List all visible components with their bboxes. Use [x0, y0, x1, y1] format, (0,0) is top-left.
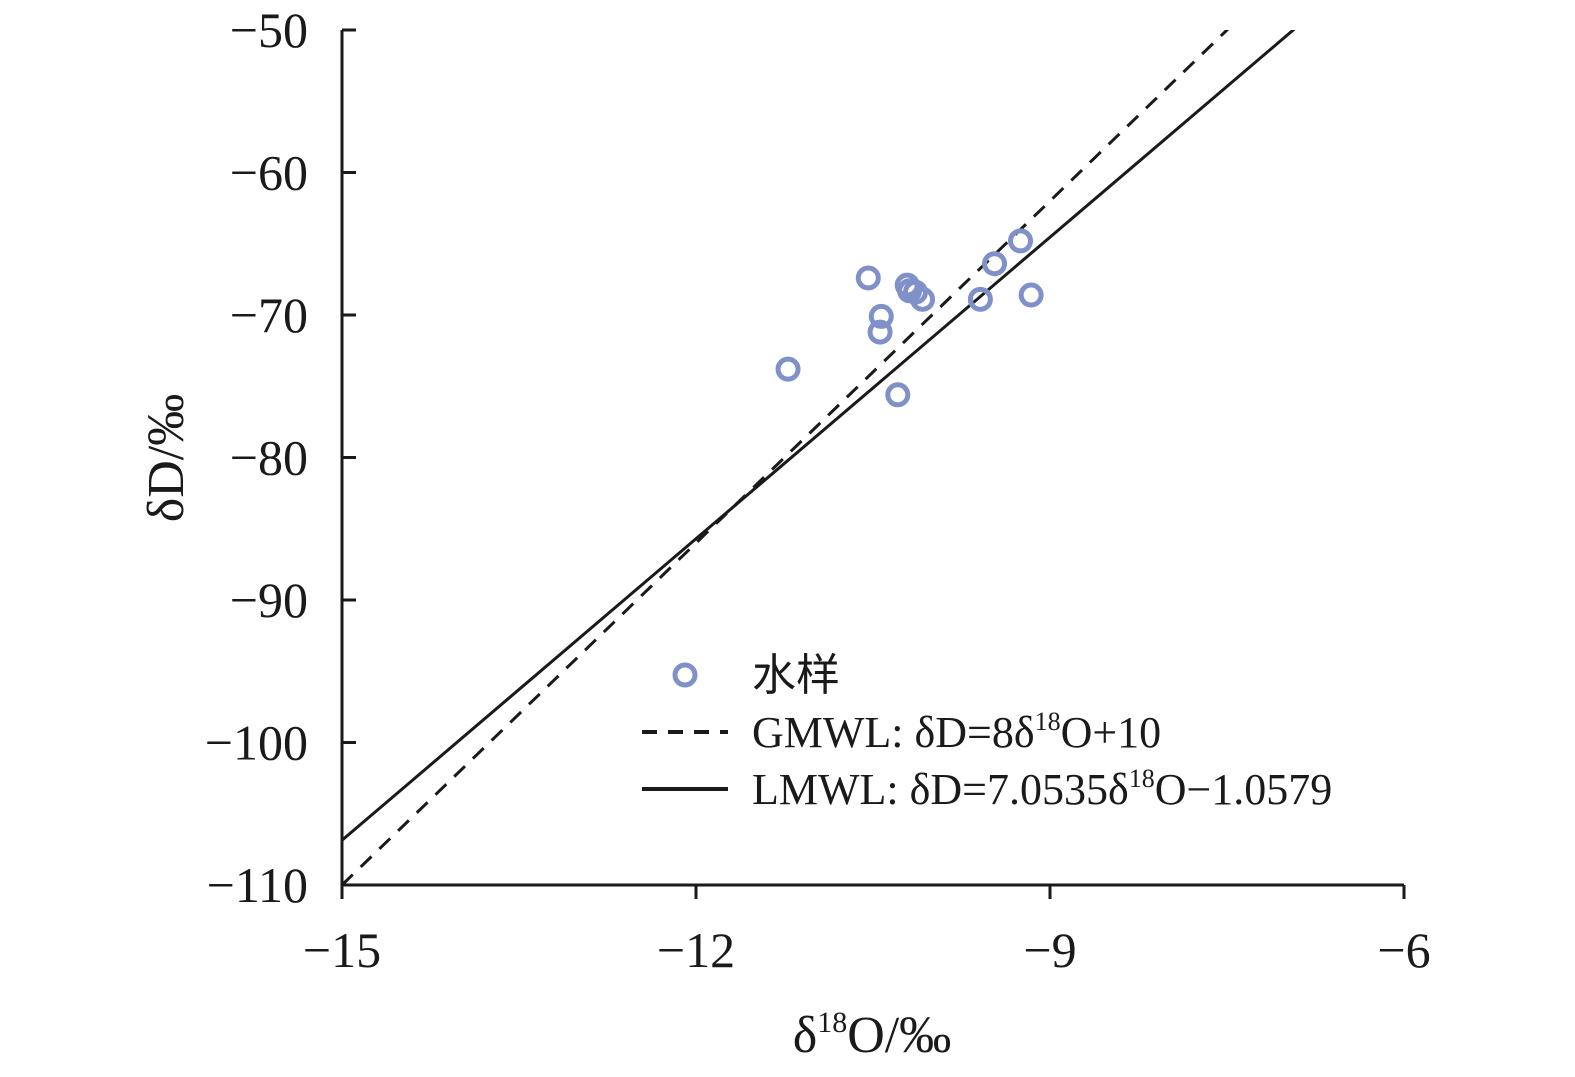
sample-point	[855, 265, 881, 291]
x-axis-title-superscript: 18	[817, 1006, 847, 1039]
y-tick-label: −50	[230, 2, 308, 58]
gmwl-line	[342, 30, 1230, 885]
sample-point	[1008, 228, 1033, 254]
sample-point	[885, 382, 911, 408]
legend-lmwl-pre: LMWL: δD=7.0535δ	[752, 765, 1129, 814]
x-tick-label: −15	[303, 922, 381, 978]
sample-point	[868, 303, 894, 329]
x-tick-label: −9	[1023, 922, 1076, 978]
x-axis-title-rest: O/‰	[847, 1007, 951, 1064]
legend-gmwl-pre: GMWL: δD=8δ	[752, 708, 1035, 757]
legend: 水样 GMWL: δD=8δ18O+10 LMWL: δD=7.0535δ18O…	[642, 651, 1332, 814]
sample-point	[867, 319, 893, 345]
legend-gmwl-post: O+10	[1061, 708, 1162, 757]
data-points	[775, 228, 1044, 408]
sample-point	[982, 251, 1008, 277]
sample-point	[1018, 282, 1044, 308]
x-tick-label: −6	[1377, 922, 1430, 978]
lmwl-line	[342, 30, 1296, 842]
legend-marker-samples	[672, 662, 698, 688]
legend-label-lmwl: LMWL: δD=7.0535δ18O−1.0579	[752, 764, 1332, 814]
x-axis-title-delta: δ	[793, 1007, 818, 1064]
sample-point	[967, 286, 993, 312]
y-tick-label: −70	[230, 287, 308, 343]
legend-label-gmwl: GMWL: δD=8δ18O+10	[752, 707, 1161, 757]
y-tick-label: −80	[230, 430, 308, 486]
x-axis-ticks: −15 −12 −9 −6	[303, 885, 1431, 978]
y-tick-label: −60	[230, 145, 308, 201]
x-axis-title: δ18O/‰	[793, 1006, 952, 1064]
y-tick-label: −110	[207, 857, 308, 913]
legend-gmwl-sup: 18	[1035, 707, 1061, 736]
legend-lmwl-post: O−1.0579	[1155, 765, 1333, 814]
sample-point	[775, 356, 801, 382]
legend-label-samples: 水样	[752, 651, 840, 700]
y-axis-title: δD/‰	[138, 394, 195, 523]
y-tick-label: −90	[230, 572, 308, 628]
sample-point	[910, 286, 936, 312]
regression-lines	[342, 30, 1296, 885]
x-tick-label: −12	[657, 922, 735, 978]
y-tick-label: −100	[205, 715, 308, 771]
legend-lmwl-sup: 18	[1129, 764, 1155, 793]
y-axis-ticks: −50 −60 −70 −80 −90 −100 −110	[205, 2, 356, 913]
